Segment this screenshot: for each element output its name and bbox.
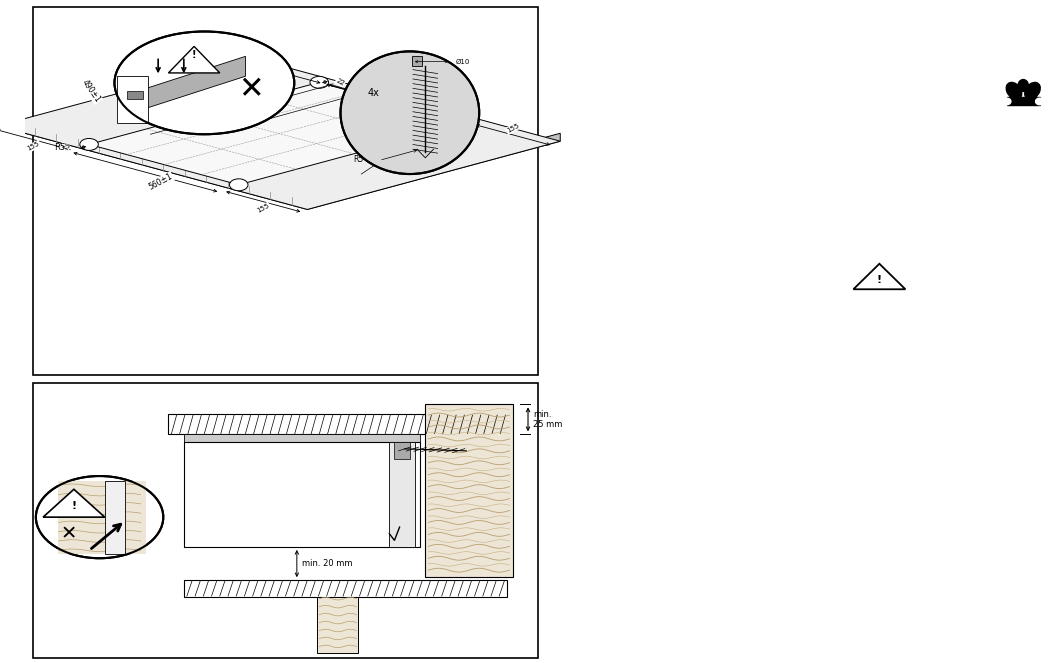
Polygon shape bbox=[307, 133, 561, 210]
Polygon shape bbox=[168, 46, 220, 73]
Text: 4x: 4x bbox=[368, 88, 380, 98]
Text: 155: 155 bbox=[256, 202, 270, 214]
Text: !: ! bbox=[191, 50, 197, 60]
Bar bbox=[389, 442, 414, 547]
Text: ✕: ✕ bbox=[61, 524, 77, 543]
Bar bbox=[425, 404, 512, 577]
Text: 22: 22 bbox=[60, 143, 70, 152]
Polygon shape bbox=[0, 118, 307, 210]
Ellipse shape bbox=[1018, 80, 1029, 91]
Text: 155: 155 bbox=[276, 60, 290, 72]
Polygon shape bbox=[0, 58, 561, 210]
Text: 560±1: 560±1 bbox=[147, 172, 175, 192]
Bar bbox=[117, 76, 148, 123]
Ellipse shape bbox=[36, 476, 163, 558]
Bar bbox=[127, 91, 143, 99]
Polygon shape bbox=[89, 82, 469, 185]
Bar bbox=[168, 414, 507, 434]
Ellipse shape bbox=[1006, 82, 1021, 99]
Text: !: ! bbox=[72, 501, 77, 511]
Text: 600: 600 bbox=[380, 93, 397, 108]
Circle shape bbox=[80, 139, 98, 151]
Text: min.
25 mm: min. 25 mm bbox=[533, 410, 563, 429]
Bar bbox=[1007, 97, 1039, 105]
Bar bbox=[184, 580, 507, 597]
Polygon shape bbox=[43, 489, 105, 517]
Bar bbox=[394, 442, 410, 459]
Text: 490±1: 490±1 bbox=[80, 78, 102, 104]
Bar bbox=[105, 481, 125, 554]
Text: R5: R5 bbox=[54, 143, 65, 152]
Bar bbox=[184, 442, 420, 547]
Ellipse shape bbox=[115, 32, 295, 135]
Text: R5: R5 bbox=[353, 155, 364, 164]
Bar bbox=[33, 7, 539, 375]
Text: 155: 155 bbox=[506, 123, 521, 134]
Polygon shape bbox=[122, 56, 245, 116]
Ellipse shape bbox=[1035, 98, 1044, 105]
Text: Ø10: Ø10 bbox=[457, 58, 470, 65]
Bar bbox=[33, 383, 539, 658]
Circle shape bbox=[310, 76, 328, 88]
Bar bbox=[412, 56, 422, 66]
Text: min. 20 mm: min. 20 mm bbox=[302, 559, 352, 568]
Circle shape bbox=[460, 117, 479, 129]
Bar bbox=[184, 434, 420, 442]
Text: 22: 22 bbox=[336, 78, 346, 87]
Circle shape bbox=[229, 179, 248, 191]
Text: ✕: ✕ bbox=[238, 75, 263, 104]
Polygon shape bbox=[853, 264, 906, 289]
Ellipse shape bbox=[1025, 82, 1040, 99]
Text: !: ! bbox=[876, 275, 882, 286]
Bar bbox=[318, 597, 359, 653]
Text: 155: 155 bbox=[26, 141, 41, 152]
Ellipse shape bbox=[1003, 98, 1011, 105]
Ellipse shape bbox=[341, 52, 480, 174]
Bar bbox=[59, 481, 146, 554]
